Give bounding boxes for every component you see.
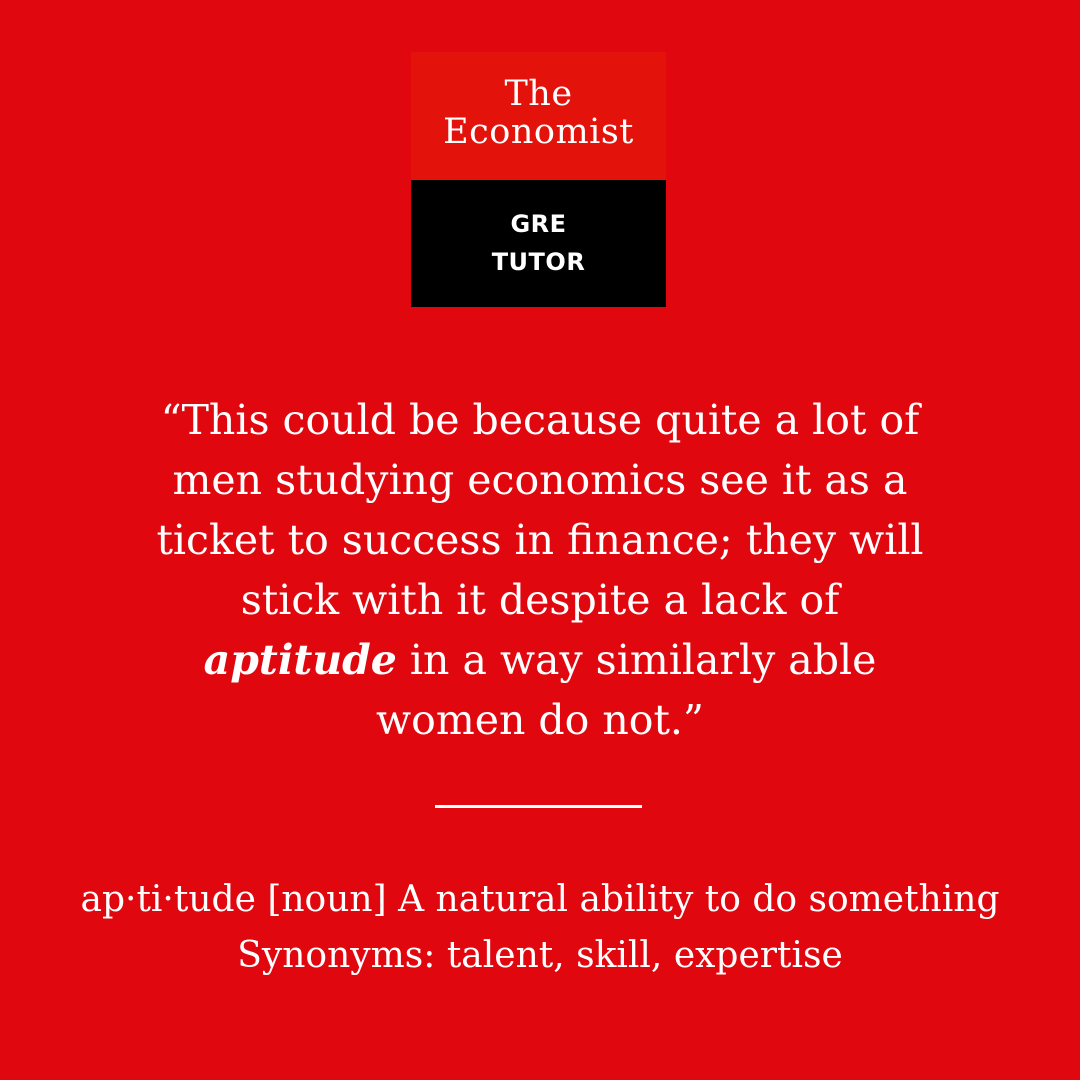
logo-the-text: The bbox=[504, 74, 573, 114]
quote-line-rest: in a way similarly able bbox=[396, 636, 877, 684]
quote-block: “This could be because quite a lot of me… bbox=[120, 390, 960, 750]
definition-block: ap·ti·tude [noun] A natural ability to d… bbox=[20, 872, 1060, 984]
divider-line bbox=[435, 805, 642, 808]
logo-tutor-text: TUTOR bbox=[491, 248, 586, 276]
quote-line: stick with it despite a lack of bbox=[240, 576, 840, 624]
quote-line: men studying economics see it as a bbox=[172, 456, 908, 504]
keyword-aptitude: aptitude bbox=[203, 636, 397, 684]
synonyms-line: Synonyms: talent, skill, expertise bbox=[237, 935, 843, 976]
quote-line: ticket to success in finance; they will bbox=[156, 516, 924, 564]
logo-economist-text: Economist bbox=[443, 112, 634, 152]
quote-line-keyword: aptitude in a way similarly able bbox=[120, 630, 960, 690]
logo-gre-text: GRE bbox=[510, 210, 567, 238]
quote-line: “This could be because quite a lot of bbox=[160, 396, 920, 444]
logo-red-panel bbox=[411, 52, 666, 180]
definition-line: ap·ti·tude [noun] A natural ability to d… bbox=[80, 879, 1000, 920]
economist-gre-tutor-logo bbox=[411, 52, 666, 307]
quote-line: women do not.” bbox=[376, 696, 704, 744]
logo-black-panel bbox=[411, 180, 666, 307]
